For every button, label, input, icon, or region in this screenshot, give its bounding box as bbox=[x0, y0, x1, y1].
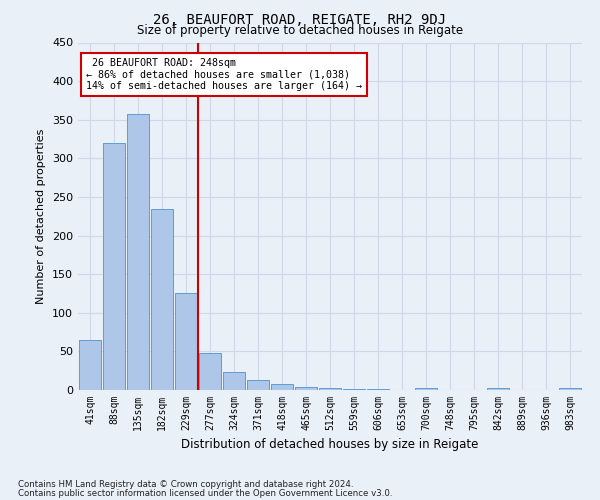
Y-axis label: Number of detached properties: Number of detached properties bbox=[37, 128, 46, 304]
X-axis label: Distribution of detached houses by size in Reigate: Distribution of detached houses by size … bbox=[181, 438, 479, 452]
Bar bbox=[367, 389, 389, 390]
Bar bbox=[319, 388, 341, 390]
Text: Contains public sector information licensed under the Open Government Licence v3: Contains public sector information licen… bbox=[18, 488, 392, 498]
Bar bbox=[271, 384, 293, 390]
Bar bbox=[415, 388, 437, 390]
Bar bbox=[79, 340, 101, 390]
Bar bbox=[103, 143, 125, 390]
Bar bbox=[175, 294, 197, 390]
Bar bbox=[559, 388, 581, 390]
Text: 26 BEAUFORT ROAD: 248sqm
← 86% of detached houses are smaller (1,038)
14% of sem: 26 BEAUFORT ROAD: 248sqm ← 86% of detach… bbox=[86, 58, 362, 92]
Text: Contains HM Land Registry data © Crown copyright and database right 2024.: Contains HM Land Registry data © Crown c… bbox=[18, 480, 353, 489]
Bar bbox=[247, 380, 269, 390]
Bar bbox=[199, 353, 221, 390]
Bar bbox=[127, 114, 149, 390]
Text: Size of property relative to detached houses in Reigate: Size of property relative to detached ho… bbox=[137, 24, 463, 37]
Bar bbox=[295, 387, 317, 390]
Bar bbox=[223, 372, 245, 390]
Text: 26, BEAUFORT ROAD, REIGATE, RH2 9DJ: 26, BEAUFORT ROAD, REIGATE, RH2 9DJ bbox=[154, 12, 446, 26]
Bar bbox=[487, 388, 509, 390]
Bar bbox=[343, 389, 365, 390]
Bar bbox=[151, 210, 173, 390]
